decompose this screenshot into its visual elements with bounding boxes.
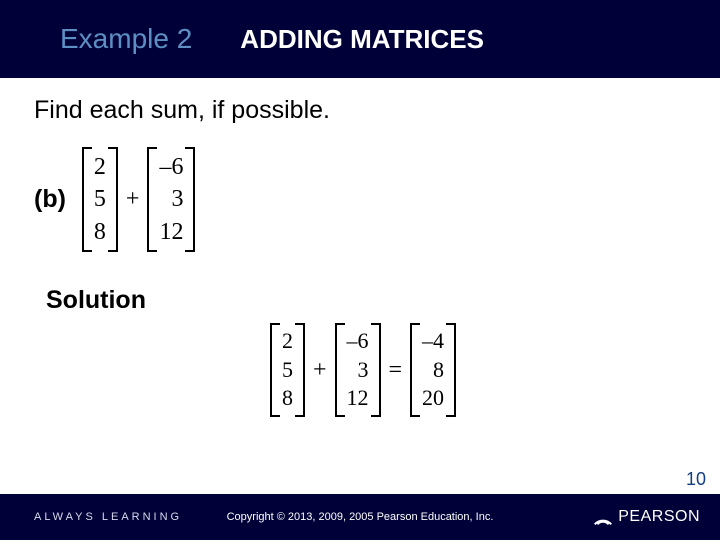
matrix-cell: 12 — [157, 216, 185, 248]
footer-brand: PEARSON — [592, 506, 700, 528]
pearson-brand-text: PEARSON — [618, 508, 700, 526]
matrix-cell: 8 — [280, 384, 295, 413]
matrix-cell: –6 — [345, 327, 371, 356]
solution-matrix-a: 2 5 8 — [270, 323, 305, 417]
matrix-cell: 20 — [420, 384, 446, 413]
matrix-b: –6 3 12 — [147, 147, 195, 252]
pearson-logo: PEARSON — [592, 506, 700, 528]
matrix-cell: 2 — [280, 327, 295, 356]
plus-operator: + — [313, 357, 327, 384]
instruction-text: Find each sum, if possible. — [34, 96, 692, 125]
solution-expression-row: 2 5 8 + –6 3 12 = –4 — [34, 323, 692, 417]
matrix-cell: 5 — [280, 356, 295, 385]
pearson-arc-icon — [592, 506, 614, 528]
footer-bar: ALWAYS LEARNING Copyright © 2013, 2009, … — [0, 494, 720, 540]
part-label: (b) — [34, 185, 66, 214]
title-bar: Example 2 ADDING MATRICES — [0, 0, 720, 78]
matrix-cell: 8 — [92, 216, 108, 248]
matrix-cell: –6 — [157, 151, 185, 183]
footer-tagline: ALWAYS LEARNING — [34, 511, 182, 523]
copyright-text: Copyright © 2013, 2009, 2005 Pearson Edu… — [227, 511, 494, 523]
part-b-row: (b) 2 5 8 + –6 3 12 — [34, 147, 692, 252]
matrix-cell: 12 — [345, 384, 371, 413]
matrix-cell: 8 — [431, 356, 446, 385]
solution-expression: 2 5 8 + –6 3 12 = –4 — [268, 323, 458, 417]
matrix-cell: 5 — [92, 183, 108, 215]
matrix-cell: 3 — [356, 356, 371, 385]
page-number: 10 — [686, 469, 706, 490]
solution-label: Solution — [46, 286, 692, 315]
matrix-cell: –4 — [420, 327, 446, 356]
example-label: Example 2 — [60, 23, 192, 55]
solution-matrix-b: –6 3 12 — [335, 323, 381, 417]
content-area: Find each sum, if possible. (b) 2 5 8 + … — [0, 78, 720, 540]
plus-operator: + — [126, 186, 140, 213]
slide: Example 2 ADDING MATRICES Find each sum,… — [0, 0, 720, 540]
matrix-cell: 3 — [169, 183, 185, 215]
slide-title: ADDING MATRICES — [240, 24, 484, 55]
equals-operator: = — [389, 357, 403, 384]
part-b-expression: 2 5 8 + –6 3 12 — [80, 147, 198, 252]
solution-matrix-result: –4 8 20 — [410, 323, 456, 417]
matrix-cell: 2 — [92, 151, 108, 183]
matrix-a: 2 5 8 — [82, 147, 118, 252]
